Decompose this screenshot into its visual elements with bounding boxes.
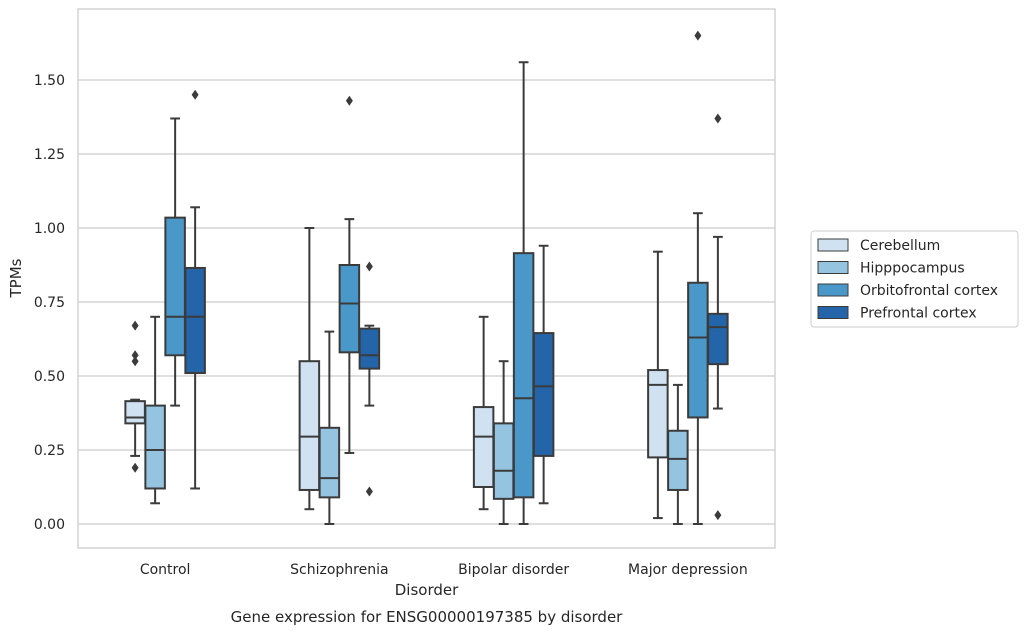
legend: Cerebellum Hipppocampus Orbitofrontal cort… <box>810 230 1019 328</box>
box-schizophrenia-prefrontal-cortex-iqr <box>358 327 381 370</box>
box-schizophrenia-hipppocampus <box>318 330 341 525</box>
x-tick-label-schizophrenia: Schizophrenia <box>290 562 388 578</box>
plot-frame <box>77 8 776 549</box>
box-control-hipppocampus-iqr <box>144 404 166 490</box>
chart-caption: Gene expression for ENSG00000197385 by d… <box>231 608 624 626</box>
legend-swatch-orbitofrontal-cortex <box>817 283 849 297</box>
box-control-cerebellum-outlier-3 <box>131 462 139 473</box>
box-major-depression-prefrontal-cortex <box>707 113 729 521</box>
box-bipolar-disorder-orbitofrontal-cortex-iqr <box>512 252 535 499</box>
box-major-depression-orbitofrontal-cortex-outlier-0 <box>694 30 702 41</box>
box-major-depression-prefrontal-cortex-outlier-1 <box>714 510 722 521</box>
box-control-cerebellum-outlier-0 <box>131 320 139 331</box>
box-control-cerebellum-outlier-2 <box>131 356 139 367</box>
box-control-hipppocampus <box>144 315 166 505</box>
box-schizophrenia-hipppocampus-iqr <box>318 426 341 499</box>
y-tick-label-1-50: 1.50 <box>34 73 65 89</box>
box-schizophrenia-prefrontal-cortex <box>358 261 381 497</box>
x-tick-label-major-depression: Major depression <box>628 562 748 578</box>
box-control-orbitofrontal-cortex <box>164 117 186 407</box>
box-major-depression-prefrontal-cortex-iqr <box>707 312 729 366</box>
box-bipolar-disorder-cerebellum-iqr <box>472 406 495 488</box>
box-bipolar-disorder-prefrontal-cortex <box>532 244 555 505</box>
legend-swatch-hipppocampus <box>817 261 849 274</box>
x-tick-labels: Control Schizophrenia Bipolar disorder Majo… <box>140 562 748 578</box>
box-control-cerebellum-outlier-1 <box>131 350 139 361</box>
box-bipolar-disorder-hipppocampus-iqr <box>492 422 515 500</box>
box-control-prefrontal-cortex <box>184 89 206 490</box>
y-tick-label-0-75: 0.75 <box>34 295 65 311</box>
box-bipolar-disorder-orbitofrontal-cortex <box>512 61 535 525</box>
box-bipolar-disorder-prefrontal-cortex-iqr <box>532 332 555 457</box>
box-major-depression-hipppocampus-iqr <box>667 429 689 491</box>
box-major-depression-orbitofrontal-cortex-iqr <box>687 281 709 419</box>
box-schizophrenia-prefrontal-cortex-outlier-1 <box>365 486 373 497</box>
y-axis-label: TPMs <box>7 258 25 298</box>
y-tick-labels: 0.00 0.25 0.50 0.75 1.00 1.25 1.50 <box>34 73 65 533</box>
box-major-depression-prefrontal-cortex-outlier-0 <box>714 113 722 124</box>
box-schizophrenia-orbitofrontal-cortex-iqr <box>338 264 361 354</box>
legend-label-orbitofrontal-cortex: Orbitofrontal cortex <box>860 283 998 299</box>
x-axis-label: Disorder <box>395 581 459 599</box>
legend-swatch-prefrontal-cortex <box>817 306 849 319</box>
box-series <box>124 30 729 525</box>
y-tick-label-1-00: 1.00 <box>34 221 65 237</box>
box-bipolar-disorder-hipppocampus <box>492 360 515 525</box>
y-tick-label-1-25: 1.25 <box>34 147 65 163</box>
box-schizophrenia-prefrontal-cortex-outlier-0 <box>365 261 373 272</box>
legend-swatch-cerebellum <box>817 238 849 252</box>
box-control-cerebellum-iqr <box>124 400 146 425</box>
y-tick-label-0-50: 0.50 <box>34 369 65 385</box>
box-schizophrenia-cerebellum-iqr <box>298 360 321 491</box>
legend-label-hipppocampus: Hipppocampus <box>860 261 965 277</box>
legend-label-prefrontal-cortex: Prefrontal cortex <box>860 306 977 322</box>
box-control-cerebellum <box>124 320 146 473</box>
box-schizophrenia-orbitofrontal-cortex <box>338 95 361 454</box>
box-major-depression-cerebellum-iqr <box>647 369 669 459</box>
box-bipolar-disorder-cerebellum <box>472 315 495 511</box>
box-major-depression-cerebellum <box>647 250 669 520</box>
box-major-depression-hipppocampus <box>667 383 689 525</box>
x-tick-label-control: Control <box>140 562 191 578</box>
box-schizophrenia-cerebellum <box>298 227 321 511</box>
box-control-prefrontal-cortex-outlier-0 <box>191 89 199 100</box>
legend-frame <box>810 230 1019 328</box>
box-control-orbitofrontal-cortex-iqr <box>164 216 186 357</box>
legend-label-cerebellum: Cerebellum <box>860 238 940 254</box>
y-tick-label-0-00: 0.00 <box>34 517 65 533</box>
box-control-prefrontal-cortex-iqr <box>184 266 206 375</box>
x-tick-label-bipolar-disorder: Bipolar disorder <box>458 562 569 578</box>
y-tick-label-0-25: 0.25 <box>34 443 65 459</box>
box-schizophrenia-orbitofrontal-cortex-outlier-0 <box>345 95 353 106</box>
